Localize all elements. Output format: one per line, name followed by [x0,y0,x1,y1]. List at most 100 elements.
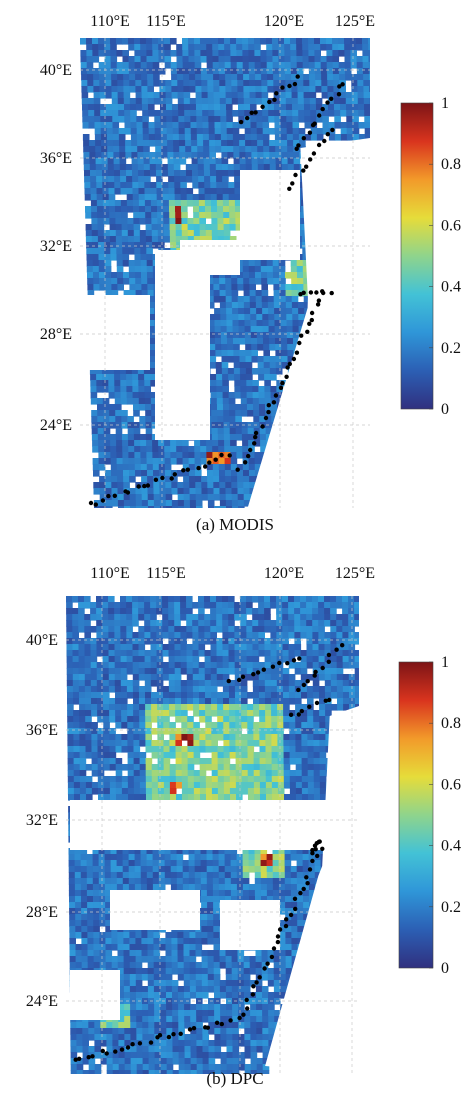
retrieval-pixel [139,728,146,735]
retrieval-pixel [152,788,159,795]
retrieval-pixel [91,674,98,681]
retrieval-pixel [119,152,126,159]
retrieval-pixel [110,446,117,453]
retrieval-pixel [136,98,143,105]
retrieval-pixel [122,224,129,231]
retrieval-pixel [180,176,187,183]
retrieval-pixel [91,392,98,399]
retrieval-pixel [344,50,351,57]
retrieval-pixel [223,398,230,405]
retrieval-pixel [219,74,226,81]
retrieval-pixel [177,482,184,489]
retrieval-pixel [205,692,212,699]
station-dot [279,386,283,390]
retrieval-pixel [295,650,302,657]
retrieval-pixel [105,272,112,279]
retrieval-pixel [241,668,248,675]
retrieval-pixel [238,92,245,99]
retrieval-pixel [337,656,344,663]
retrieval-pixel [218,446,225,453]
retrieval-pixel [144,602,151,609]
retrieval-pixel [172,506,179,513]
retrieval-pixel [355,692,362,699]
retrieval-pixel [117,458,124,465]
station-dot [245,116,249,120]
retrieval-pixel [177,860,184,867]
retrieval-pixel [114,176,121,183]
retrieval-pixel [267,854,274,861]
retrieval-pixel [292,314,299,321]
retrieval-pixel [73,734,80,741]
retrieval-pixel [248,752,255,759]
retrieval-pixel [363,62,370,69]
retrieval-pixel [345,62,352,69]
retrieval-pixel [133,194,140,201]
retrieval-pixel [214,296,221,303]
retrieval-pixel [116,50,123,57]
retrieval-pixel [98,758,105,765]
retrieval-pixel [163,686,170,693]
retrieval-pixel [146,236,153,243]
retrieval-pixel [205,686,212,693]
retrieval-pixel [130,110,137,117]
retrieval-pixel [128,446,135,453]
retrieval-pixel [145,206,152,213]
retrieval-pixel [170,752,177,759]
retrieval-pixel [134,434,141,441]
retrieval-pixel [194,440,201,447]
retrieval-pixel [126,182,133,189]
retrieval-pixel [124,110,131,117]
retrieval-pixel [213,866,220,873]
retrieval-pixel [94,92,101,99]
retrieval-pixel [132,638,139,645]
retrieval-pixel [72,638,79,645]
retrieval-pixel [163,212,170,219]
retrieval-pixel [369,74,376,81]
retrieval-pixel [103,218,110,225]
retrieval-pixel [292,308,299,315]
retrieval-pixel [138,374,145,381]
retrieval-pixel [204,632,211,639]
retrieval-pixel [155,134,162,141]
retrieval-pixel [250,116,257,123]
retrieval-pixel [156,620,163,627]
retrieval-pixel [177,866,184,873]
retrieval-pixel [72,626,79,633]
retrieval-pixel [225,854,232,861]
retrieval-pixel [189,854,196,861]
retrieval-pixel [240,602,247,609]
retrieval-pixel [280,308,287,315]
retrieval-pixel [110,224,117,231]
retrieval-pixel [171,68,178,75]
retrieval-pixel [139,674,146,681]
retrieval-pixel [308,44,315,51]
retrieval-pixel [148,506,155,513]
retrieval-pixel [250,98,257,105]
retrieval-pixel [187,650,194,657]
retrieval-pixel [182,50,189,57]
retrieval-pixel [318,638,325,645]
retrieval-pixel [286,116,293,123]
retrieval-pixel [257,326,264,333]
retrieval-pixel [139,704,146,711]
retrieval-pixel [319,722,326,729]
retrieval-pixel [140,44,147,51]
station-dot [253,435,257,439]
retrieval-pixel [182,446,189,453]
retrieval-pixel [213,74,220,81]
retrieval-pixel [271,650,278,657]
retrieval-pixel [314,758,321,765]
retrieval-pixel [225,80,232,87]
retrieval-pixel [262,308,269,315]
retrieval-pixel [177,68,184,75]
retrieval-pixel [258,626,265,633]
retrieval-pixel [193,650,200,657]
retrieval-map [66,596,362,1077]
retrieval-pixel [165,860,172,867]
retrieval-pixel [291,272,298,279]
retrieval-pixel [141,278,148,285]
retrieval-pixel [108,626,115,633]
retrieval-pixel [105,884,112,891]
retrieval-pixel [364,104,371,111]
